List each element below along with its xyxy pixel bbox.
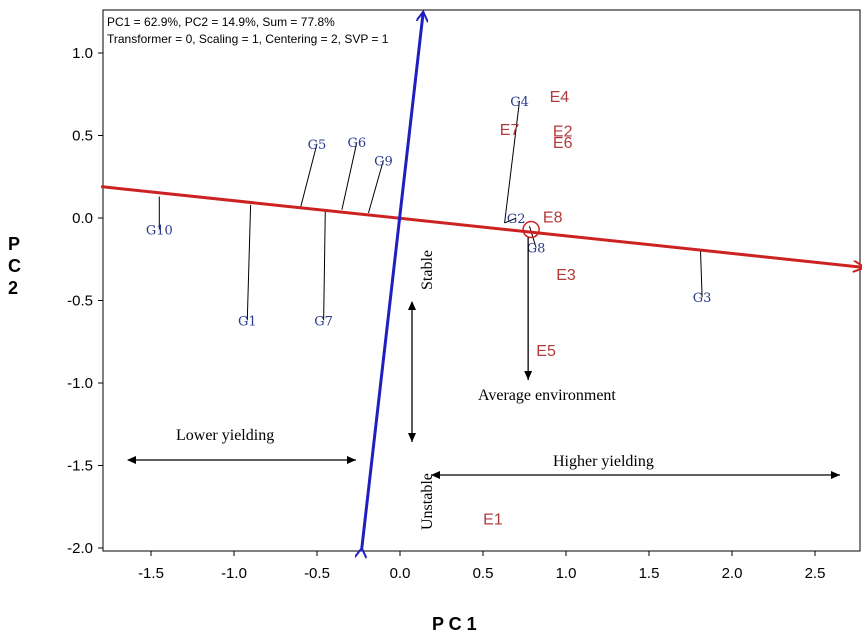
y-tick-label: -2.0 [67, 540, 93, 557]
genotype-label: G2 [507, 212, 526, 227]
y-axis-title-p: P [8, 234, 20, 254]
environment-label: E2 [553, 124, 573, 141]
x-tick-label: 1.5 [639, 565, 660, 582]
genotype-label: G10 [146, 224, 173, 239]
plot-frame [102, 9, 861, 552]
x-tick-label: 0.5 [473, 565, 494, 582]
genotype-label: G9 [374, 154, 393, 169]
annotation-arrows [127, 237, 840, 479]
y-tick-label: 1.0 [72, 45, 93, 62]
x-tick-label: 2.0 [722, 565, 743, 582]
projection-line [699, 249, 703, 298]
genotype-label: G6 [348, 136, 367, 151]
x-tick-label: -1.5 [138, 565, 164, 582]
x-tick-label: 2.5 [805, 565, 826, 582]
environment-label: E4 [550, 89, 570, 106]
average-environment-marker [522, 220, 540, 239]
genotype-label: G8 [527, 242, 546, 257]
x-axis-title: P C 1 [432, 614, 477, 634]
average-environment-label: Average environment [478, 387, 616, 404]
y-axis-ticks: 1.0 0.5 0.0 -0.5 -1.0 -1.5 -2.0 [67, 45, 103, 557]
projection-line [341, 141, 358, 210]
aec-abscissa-axis [101, 185, 862, 268]
genotype-label: G5 [308, 138, 327, 153]
environment-label: E7 [500, 122, 520, 139]
info-box: PC1 = 62.9%, PC2 = 14.9%, Sum = 77.8% Tr… [107, 15, 389, 46]
projection-line [504, 100, 521, 224]
y-axis-title-c: C [8, 256, 21, 276]
x-tick-label: -1.0 [221, 565, 247, 582]
stable-label: Stable [419, 250, 436, 290]
higher-yielding-label: Higher yielding [553, 453, 654, 470]
y-tick-label: -1.0 [67, 375, 93, 392]
genotype-label: G7 [314, 314, 333, 329]
genotype-label: G1 [238, 314, 257, 329]
y-tick-label: -0.5 [67, 293, 93, 310]
x-axis-ticks: -1.5 -1.0 -0.5 0.0 0.5 1.0 1.5 2.0 2.5 [138, 551, 825, 582]
environment-label: E1 [483, 511, 503, 528]
environment-label: E3 [556, 267, 576, 284]
info-line-1: PC1 = 62.9%, PC2 = 14.9%, Sum = 77.8% [107, 15, 335, 29]
environment-label: E6 [553, 135, 573, 152]
y-axis-title-2: 2 [8, 278, 18, 298]
projection-line [504, 217, 517, 224]
x-tick-label: 1.0 [556, 565, 577, 582]
projection-line [299, 143, 318, 209]
y-tick-label: 0.0 [72, 210, 93, 227]
y-tick-label: -1.5 [67, 458, 93, 475]
projection-line [246, 204, 252, 321]
biplot-labels: G1 G2 G3 G4 G5 G6 G7 G8 G9 G10 E1 E2 E3 E4 E5 E6 E7 E8 [146, 89, 712, 528]
projection-line [323, 209, 326, 321]
x-tick-label: 0.0 [390, 565, 411, 582]
x-tick-label: -0.5 [304, 565, 330, 582]
environment-label: E8 [543, 209, 563, 226]
genotype-label: G4 [510, 95, 529, 110]
info-line-2: Transformer = 0, Scaling = 1, Centering … [107, 32, 389, 46]
unstable-label: Unstable [419, 473, 436, 530]
aec-ordinate-axis [362, 12, 423, 548]
genotype-label: G3 [693, 291, 712, 306]
lower-yielding-label: Lower yielding [176, 427, 274, 444]
y-tick-label: 0.5 [72, 128, 93, 145]
environment-label: E5 [536, 343, 556, 360]
